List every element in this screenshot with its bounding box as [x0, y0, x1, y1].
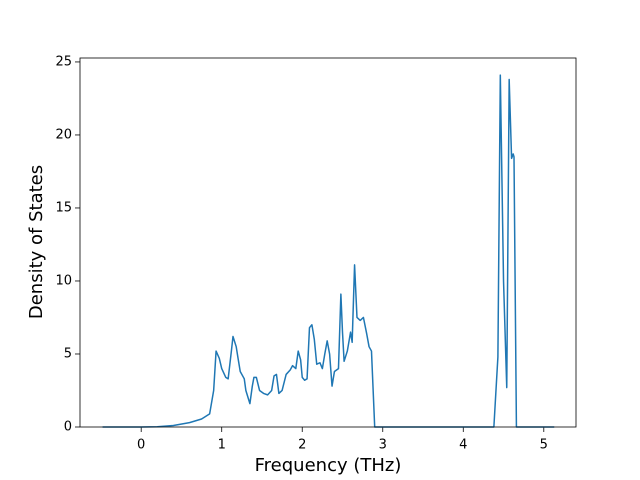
y-tick-label: 15 [55, 200, 72, 215]
x-tick-label: 1 [218, 438, 226, 453]
line-series [102, 74, 555, 428]
x-tick-label: 5 [540, 438, 548, 453]
y-axis-label: Density of States [26, 165, 47, 319]
x-axis-label: Frequency (THz) [255, 455, 402, 476]
y-tick-label: 25 [55, 54, 72, 69]
x-tick-label: 3 [379, 438, 387, 453]
y-tick-label: 10 [55, 273, 72, 288]
y-tick-label: 20 [55, 127, 72, 142]
x-tick-label: 2 [298, 438, 306, 453]
x-tick-label: 4 [459, 438, 467, 453]
x-tick-label: 0 [137, 438, 145, 453]
y-tick-label: 5 [64, 346, 72, 361]
y-tick-label: 0 [64, 420, 72, 435]
plot-frame [79, 57, 577, 428]
